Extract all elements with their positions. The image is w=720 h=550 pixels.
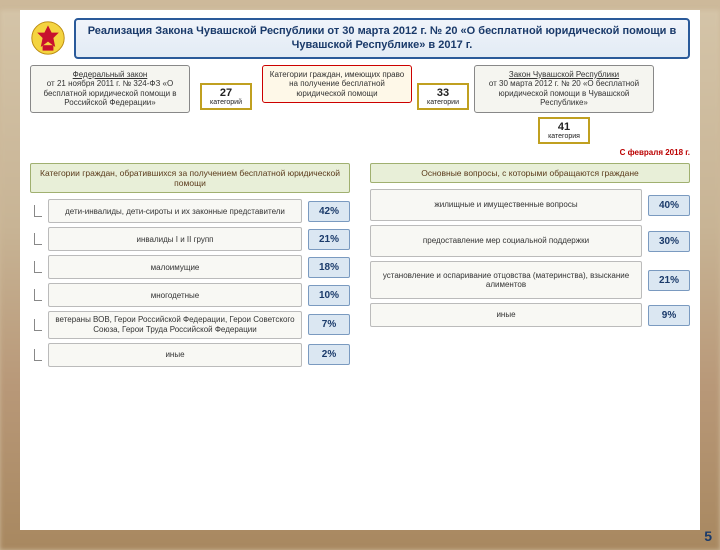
page-title: Реализация Закона Чувашской Республики о… [74,18,690,59]
count-total: 41категория [538,117,590,144]
date-note: С февраля 2018 г. [30,148,690,157]
federal-law-box: Федеральный законот 21 ноября 2011 г. № … [30,65,190,113]
cat-pct: 18% [308,257,350,278]
topic-item: жилищные и имущественные вопросы [370,189,642,221]
topic-pct: 9% [648,305,690,326]
cat-pct: 2% [308,344,350,365]
topic-pct: 40% [648,195,690,216]
count-federal: 27категорий [200,83,252,110]
page-number: 5 [704,528,712,544]
cat-item: многодетные [48,283,302,307]
left-header: Категории граждан, обратившихся за получ… [30,163,350,193]
cat-item: дети-инвалиды, дети-сироты и их законные… [48,199,302,223]
right-column: Основные вопросы, с которыми обращаются … [370,163,690,371]
cat-pct: 7% [308,314,350,335]
cat-item: инвалиды I и II групп [48,227,302,251]
regional-law-box: Закон Чувашской Республикиот 30 марта 20… [474,65,654,113]
cat-item: малоимущие [48,255,302,279]
left-column: Категории граждан, обратившихся за получ… [30,163,350,371]
categories-box: Категории граждан, имеющих право на полу… [262,65,412,104]
cat-pct: 21% [308,229,350,250]
count-regional: 33категории [417,83,469,110]
emblem-icon [30,20,66,56]
right-header: Основные вопросы, с которыми обращаются … [370,163,690,183]
cat-item: ветераны ВОВ, Герои Российской Федерации… [48,311,302,338]
topic-item: предоставление мер социальной поддержки [370,225,642,257]
cat-item: иные [48,343,302,367]
cat-pct: 10% [308,285,350,306]
topic-pct: 21% [648,270,690,291]
cat-pct: 42% [308,201,350,222]
topic-item: установление и оспаривание отцовства (ма… [370,261,642,299]
topic-pct: 30% [648,231,690,252]
topic-item: иные [370,303,642,327]
